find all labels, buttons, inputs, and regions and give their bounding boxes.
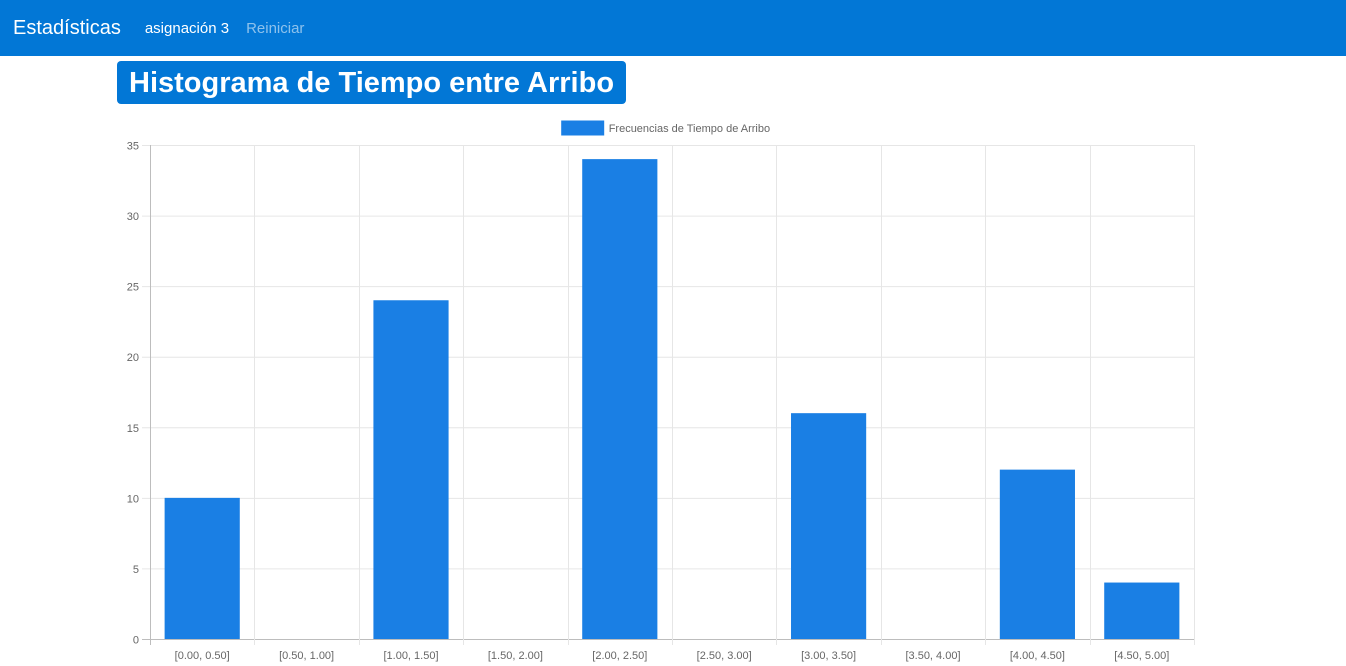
x-tick-label: [1.00, 1.50] xyxy=(383,650,438,662)
x-tick-label: [1.50, 2.00] xyxy=(488,650,543,662)
histogram-bar xyxy=(373,300,449,639)
y-tick-label: 30 xyxy=(127,211,139,223)
nav-link-asignacion-3[interactable]: asignación 3 xyxy=(144,19,230,37)
x-tick-label: [2.50, 3.00] xyxy=(697,650,752,662)
histogram-bar xyxy=(1104,582,1180,639)
y-tick-label: 10 xyxy=(127,493,139,505)
nav-link-reiniciar[interactable]: Reiniciar xyxy=(246,19,305,37)
x-tick-label: [0.00, 0.50] xyxy=(175,650,230,662)
page-title: Histograma de Tiempo entre Arribo xyxy=(117,61,627,104)
x-tick-label: [4.00, 4.50] xyxy=(1010,650,1065,662)
x-tick-label: [2.00, 2.50] xyxy=(592,650,647,662)
histogram-bar xyxy=(582,159,658,639)
y-tick-label: 25 xyxy=(127,282,139,294)
histogram-bar xyxy=(164,497,240,639)
histogram-chart: 0 5 10 15 20 25 30 35 [0.00, 0.50] [0.50, 1.00] [1… xyxy=(127,120,1195,662)
x-tick-label: [0.50, 1.00] xyxy=(279,650,334,662)
top-navbar: Estadísticas asignación 3 Reiniciar xyxy=(0,0,1346,56)
y-tick-label: 35 xyxy=(127,141,139,153)
legend-label: Frecuencias de Tiempo de Arribo xyxy=(609,123,770,135)
y-tick-label: 0 xyxy=(133,635,139,647)
legend-swatch xyxy=(561,120,605,136)
histogram-bar xyxy=(999,469,1075,639)
x-tick-label: [3.50, 4.00] xyxy=(905,650,960,662)
histogram-bar xyxy=(791,413,867,639)
navbar-brand[interactable]: Estadísticas xyxy=(13,16,121,39)
x-tick-label: [4.50, 5.00] xyxy=(1114,650,1169,662)
y-tick-label: 20 xyxy=(127,352,139,364)
x-tick-label: [3.00, 3.50] xyxy=(801,650,856,662)
y-tick-label: 15 xyxy=(127,423,139,435)
y-tick-label: 5 xyxy=(133,564,139,576)
